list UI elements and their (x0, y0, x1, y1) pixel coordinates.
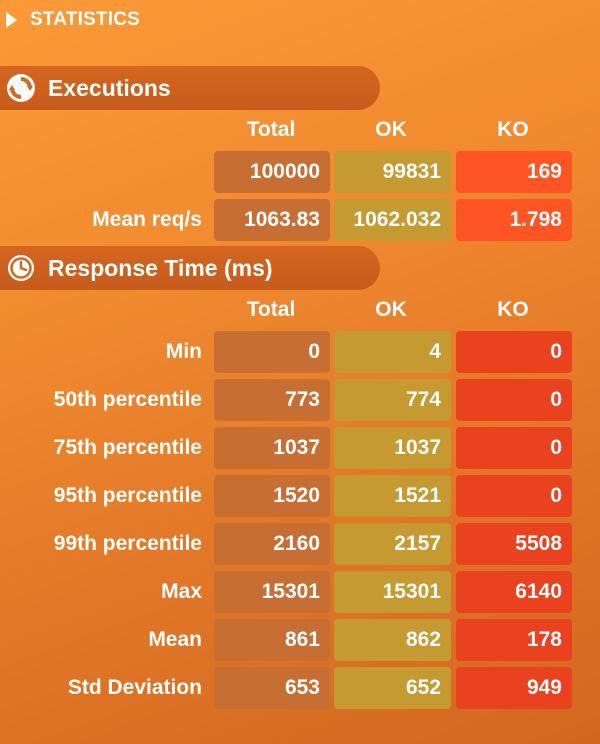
mean-ko-cell: 178 (456, 619, 572, 661)
exec-col-total: Total (246, 118, 296, 141)
clock-icon (4, 251, 38, 285)
mean-reqs-ko-cell: 1.798 (456, 199, 572, 241)
row-label-mean-reqs: Mean req/s (92, 208, 202, 231)
executions-title: Executions (48, 74, 171, 101)
exec-total-cell: 100000 (214, 151, 330, 193)
std-ok-cell: 652 (334, 667, 451, 709)
exec-col-ko: KO (497, 118, 529, 141)
row-label-mean: Mean (148, 628, 202, 651)
exec-ok-cell: 99831 (334, 151, 451, 193)
p50-ko-cell: 0 (456, 379, 572, 421)
resp-col-ko: KO (497, 298, 529, 321)
max-ko-cell: 6140 (456, 571, 572, 613)
row-label-p99: 99th percentile (53, 532, 202, 555)
mean-reqs-ok-cell: 1062.032 (334, 199, 451, 241)
p95-ok-cell: 1521 (334, 475, 451, 517)
min-ko-cell: 0 (456, 331, 572, 373)
statistics-header[interactable]: STATISTICS (0, 0, 600, 40)
min-total-cell: 0 (214, 331, 330, 373)
row-label-p95: 95th percentile (53, 484, 202, 507)
exec-col-ok: OK (375, 118, 407, 141)
p99-total-cell: 2160 (214, 523, 330, 565)
resp-col-ok: OK (375, 298, 407, 321)
panel-title: STATISTICS (30, 9, 141, 30)
p50-total-cell: 773 (214, 379, 330, 421)
std-total-cell: 653 (214, 667, 330, 709)
min-ok-cell: 4 (334, 331, 451, 373)
resp-col-total: Total (246, 298, 296, 321)
row-label-min: Min (165, 340, 202, 363)
p99-ok-cell: 2157 (334, 523, 451, 565)
exec-ko-cell: 169 (456, 151, 572, 193)
row-label-max: Max (161, 580, 202, 603)
p99-ko-cell: 5508 (456, 523, 572, 565)
row-label-p75: 75th percentile (53, 436, 202, 459)
executions-section-header: Executions (0, 66, 380, 110)
response-time-section-header: Response Time (ms) (0, 246, 380, 290)
mean-reqs-total-cell: 1063.83 (214, 199, 330, 241)
p75-ko-cell: 0 (456, 427, 572, 469)
response-time-title: Response Time (ms) (48, 254, 273, 281)
std-ko-cell: 949 (456, 667, 572, 709)
p95-total-cell: 1520 (214, 475, 330, 517)
mean-total-cell: 861 (214, 619, 330, 661)
p75-total-cell: 1037 (214, 427, 330, 469)
triangle-right-icon[interactable] (6, 12, 17, 28)
refresh-icon (4, 71, 38, 105)
row-label-p50: 50th percentile (53, 388, 202, 411)
p75-ok-cell: 1037 (334, 427, 451, 469)
max-total-cell: 15301 (214, 571, 330, 613)
p50-ok-cell: 774 (334, 379, 451, 421)
mean-ok-cell: 862 (334, 619, 451, 661)
max-ok-cell: 15301 (334, 571, 451, 613)
row-label-std-deviation: Std Deviation (67, 676, 202, 699)
p95-ko-cell: 0 (456, 475, 572, 517)
